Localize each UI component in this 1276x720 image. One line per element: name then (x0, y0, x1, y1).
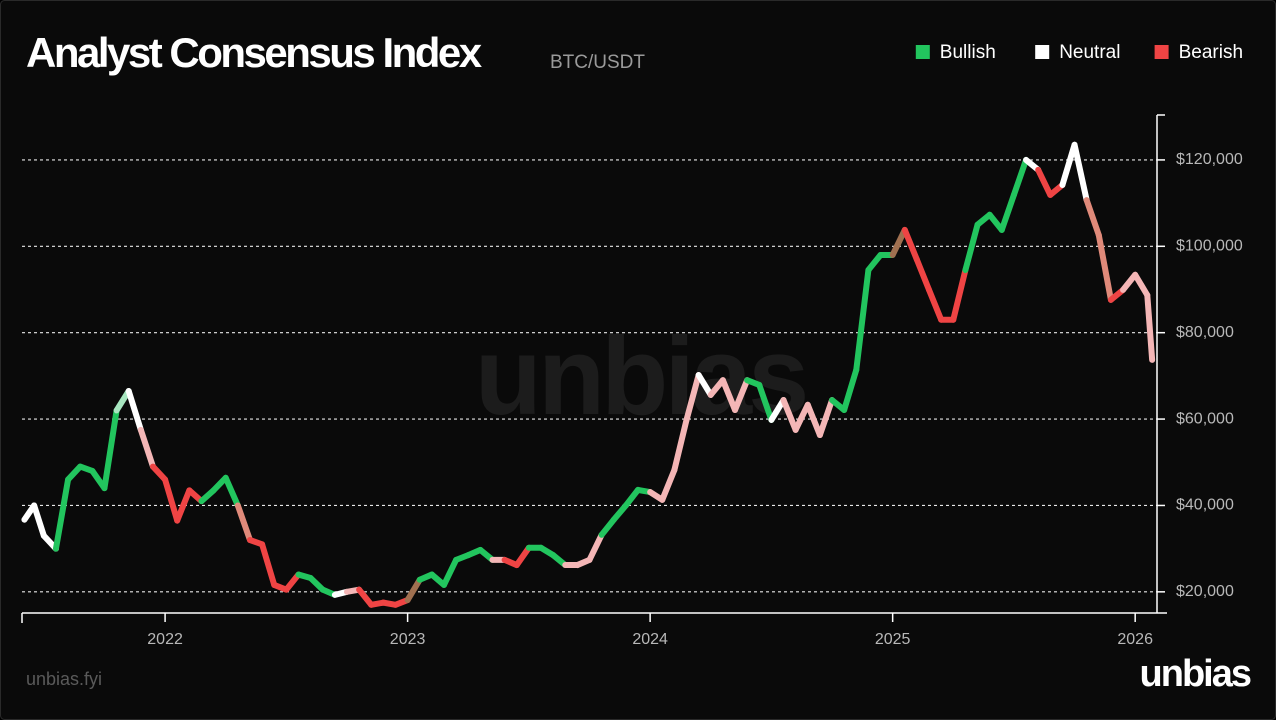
y-tick-label: $40,000 (1176, 497, 1234, 514)
watermark: unbias (475, 315, 806, 438)
line-segment (926, 286, 945, 323)
y-tick-label: $20,000 (1176, 583, 1234, 600)
x-tick-label: 2024 (632, 631, 668, 648)
line-segment (1035, 166, 1054, 198)
line-segment (31, 502, 47, 539)
legend-label: Bearish (1179, 42, 1243, 63)
line-segment (137, 426, 156, 470)
chart-title: Analyst Consensus Index (26, 29, 483, 76)
line-segment (853, 267, 872, 373)
line-segment (356, 586, 375, 608)
brand: unbias (1140, 653, 1251, 695)
chart-subtitle: BTC/USDT (550, 52, 645, 73)
line-segment (259, 541, 278, 588)
line-segment (1144, 292, 1156, 363)
x-tick-label: 2026 (1117, 631, 1153, 648)
line-segment (1095, 232, 1114, 303)
line-segment (816, 397, 836, 439)
line-segment (598, 516, 617, 538)
line-segment (52, 476, 72, 552)
line-segment (1059, 141, 1078, 188)
line-segment (234, 502, 253, 544)
line-segment (1132, 271, 1151, 299)
line-segment (222, 474, 241, 509)
x-tick-label: 2023 (390, 631, 426, 648)
y-tick-label: $120,000 (1176, 151, 1243, 168)
line-segment (732, 377, 751, 413)
legend-label: Bullish (940, 42, 996, 63)
axes: $20,000 $40,000 $60,000 $80,000 $100,000 $120… (21, 114, 1243, 648)
line-segment (622, 486, 642, 509)
line-segment (586, 531, 605, 563)
legend-swatch (1154, 45, 1169, 59)
line-segment (671, 416, 690, 474)
line-segment (1071, 141, 1090, 204)
footer: unbias.fyi (26, 669, 102, 689)
line-segment (162, 476, 181, 524)
line-segment (101, 407, 120, 492)
line-segment (792, 401, 811, 433)
line-segment (174, 487, 193, 524)
line-segment (610, 502, 629, 523)
line-segment (804, 401, 823, 439)
line-segment (283, 571, 302, 593)
line-segment (1010, 156, 1030, 198)
line-segment (901, 226, 920, 263)
line-segment (695, 372, 714, 398)
line-segment (719, 377, 739, 413)
y-tick-label: $100,000 (1176, 238, 1243, 255)
line-segment (998, 191, 1017, 233)
legend-label: Neutral (1059, 42, 1120, 63)
line-segment (513, 544, 532, 569)
legend: Bearish Neutral Bullish (915, 42, 1243, 63)
line-segment (962, 221, 981, 274)
x-tick-label: 2022 (147, 631, 183, 648)
x-tick-label: 2025 (875, 631, 911, 648)
line-segment (865, 251, 884, 274)
line-segment (913, 256, 933, 293)
line-segment (440, 556, 460, 588)
line-segment (404, 576, 423, 604)
legend-swatch (1035, 45, 1050, 59)
line-segment (1120, 271, 1139, 293)
line-segment (756, 381, 775, 423)
plot (21, 141, 1156, 608)
line-segment (683, 372, 702, 423)
line-segment (125, 387, 144, 433)
line-segment (659, 467, 678, 503)
y-tick-label: $60,000 (1176, 410, 1234, 427)
line-segment (1083, 197, 1102, 239)
line-segment (889, 226, 908, 258)
line-segment (841, 366, 860, 413)
y-tick-label: $80,000 (1176, 324, 1234, 341)
legend-swatch (915, 45, 930, 59)
line-segment (950, 267, 969, 323)
line-segment (768, 397, 787, 423)
line-segment (780, 397, 799, 433)
